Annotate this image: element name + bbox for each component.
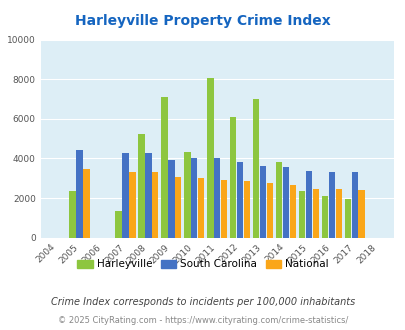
Bar bbox=[168, 160, 174, 238]
Bar bbox=[328, 172, 334, 238]
Bar bbox=[282, 167, 288, 238]
Bar bbox=[191, 158, 197, 238]
Bar bbox=[275, 162, 281, 238]
Bar bbox=[198, 178, 204, 238]
Bar bbox=[266, 183, 273, 238]
Bar bbox=[115, 211, 122, 238]
Bar bbox=[289, 185, 295, 238]
Bar bbox=[312, 189, 318, 238]
Text: Harleyville Property Crime Index: Harleyville Property Crime Index bbox=[75, 15, 330, 28]
Bar bbox=[243, 181, 249, 238]
Bar bbox=[344, 199, 350, 238]
Bar bbox=[220, 180, 227, 238]
Legend: Harleyville, South Carolina, National: Harleyville, South Carolina, National bbox=[72, 255, 333, 274]
Bar bbox=[358, 190, 364, 238]
Bar bbox=[76, 150, 83, 238]
Bar bbox=[152, 172, 158, 238]
Bar bbox=[298, 191, 305, 238]
Bar bbox=[129, 172, 135, 238]
Text: Crime Index corresponds to incidents per 100,000 inhabitants: Crime Index corresponds to incidents per… bbox=[51, 297, 354, 307]
Bar bbox=[252, 99, 259, 238]
Bar bbox=[69, 191, 76, 238]
Bar bbox=[175, 177, 181, 238]
Bar bbox=[122, 153, 128, 238]
Bar bbox=[145, 153, 151, 238]
Bar bbox=[237, 162, 243, 238]
Bar bbox=[230, 117, 236, 238]
Bar bbox=[351, 172, 357, 238]
Bar bbox=[335, 189, 341, 238]
Bar bbox=[83, 169, 90, 238]
Bar bbox=[138, 134, 144, 238]
Bar bbox=[161, 97, 167, 238]
Text: © 2025 CityRating.com - https://www.cityrating.com/crime-statistics/: © 2025 CityRating.com - https://www.city… bbox=[58, 316, 347, 325]
Bar bbox=[213, 158, 220, 238]
Bar bbox=[259, 166, 266, 238]
Bar bbox=[207, 78, 213, 238]
Bar bbox=[321, 196, 327, 238]
Bar bbox=[305, 171, 311, 238]
Bar bbox=[184, 152, 190, 238]
